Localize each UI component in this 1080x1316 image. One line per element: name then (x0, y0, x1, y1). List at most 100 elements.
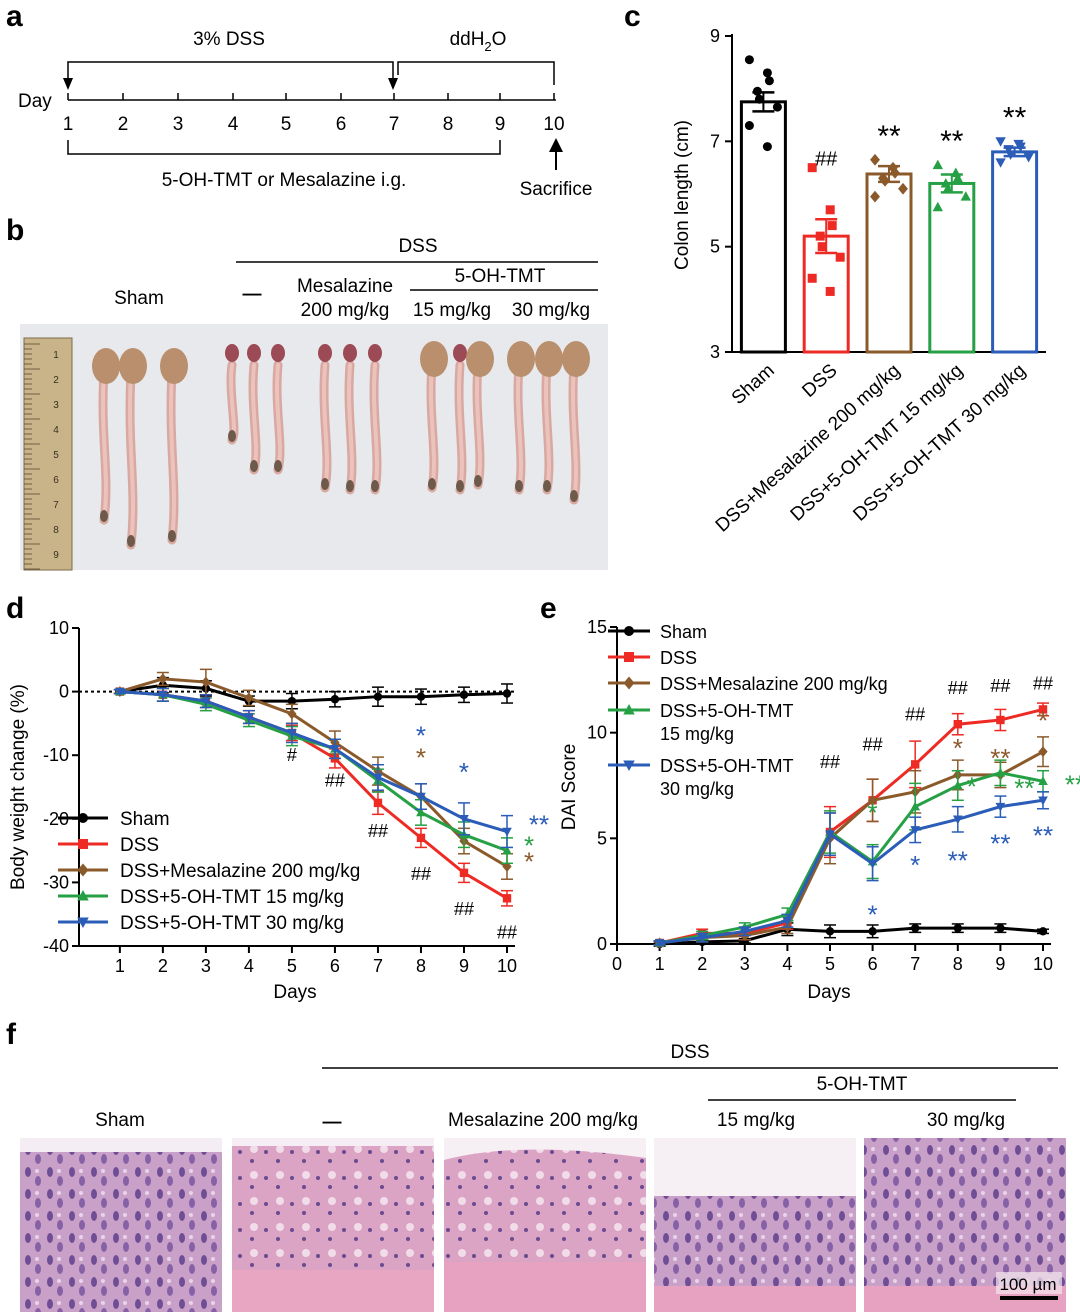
rectum-end (515, 480, 523, 492)
colon-highlight (347, 363, 354, 492)
c-y-tick-label: 5 (710, 237, 720, 257)
c-data-point (932, 201, 943, 212)
e-significance: ## (948, 678, 968, 698)
cecum (562, 341, 590, 377)
e-data-point (697, 933, 708, 943)
day-tick-label: 8 (443, 114, 454, 135)
d-significance: ## (325, 770, 345, 790)
d-x-tick-label: 2 (158, 956, 168, 976)
cecum (160, 348, 188, 384)
c-y-tick-label: 3 (710, 342, 720, 362)
d-data-point (416, 807, 426, 817)
e-data-point (1038, 927, 1048, 936)
e-data-point (867, 794, 878, 806)
colon-specimen (119, 348, 147, 550)
photo-mesalazine-name: Mesalazine (297, 276, 393, 297)
d-data-point (201, 697, 211, 707)
colon-specimen (160, 348, 188, 545)
dss-bracket (67, 61, 394, 85)
scale-bar-backdrop (996, 1272, 1062, 1294)
d-significance: ## (497, 922, 517, 942)
c-data-point (1003, 145, 1014, 155)
c-y-tick-label: 7 (710, 131, 720, 151)
d-y-tick-label: -30 (43, 872, 69, 892)
c-data-point (825, 286, 835, 296)
e-data-point (868, 927, 877, 936)
e-data-point (996, 715, 1005, 725)
ruler-mark: 4 (53, 425, 59, 436)
d-significance: ** (529, 810, 549, 840)
d-y-tick-label: -20 (43, 809, 69, 829)
e-y-tick-label: 0 (597, 934, 607, 954)
cecum (368, 344, 382, 362)
colon-specimens (92, 341, 590, 550)
e-series (653, 791, 1049, 948)
e-significance: ** (1014, 773, 1034, 803)
d-legend-marker (77, 917, 89, 928)
e-legend-label: Sham (660, 622, 707, 642)
e-significance: * (868, 798, 878, 828)
d-significance: * (524, 847, 534, 877)
ruler-mark: 7 (53, 500, 59, 511)
c-data-point (744, 121, 754, 131)
e-data-point (867, 859, 878, 869)
d-data-point (373, 798, 383, 808)
e-data-point (995, 802, 1006, 812)
d-significance: ## (454, 899, 474, 919)
e-data-point (995, 767, 1006, 777)
colon-specimen (318, 344, 332, 493)
e-data-point (1038, 776, 1048, 786)
cecum (119, 348, 147, 384)
histo-mesalazine-label: Mesalazine 200 mg/kg (448, 1110, 638, 1131)
colon-highlight (475, 363, 482, 487)
colon-highlight (128, 370, 135, 547)
c-category-label: DSS (798, 360, 841, 402)
e-data-point (1038, 746, 1048, 758)
c-category-label: Sham (728, 360, 779, 409)
photo-tmt30-dose: 30 mg/kg (512, 300, 590, 321)
colon-highlight (544, 363, 551, 492)
ruler-mark: 6 (53, 475, 59, 486)
e-significance: ** (1065, 769, 1080, 799)
c-data-point (744, 55, 754, 65)
day-tick-label: 5 (281, 114, 292, 135)
histo-tmt-header: 5-OH-TMT (817, 1074, 908, 1095)
e-y-tick-label: 10 (587, 723, 607, 743)
d-data-point (158, 673, 168, 685)
e-significance: * (967, 772, 977, 802)
histo-image-mesalazine (444, 1138, 646, 1312)
ruler-mark: 1 (53, 350, 59, 361)
d-data-point (201, 676, 211, 688)
panel-label-a: a (6, 0, 23, 33)
d-x-tick-label: 7 (373, 956, 383, 976)
e-significance: * (953, 733, 963, 763)
cecum (247, 344, 261, 362)
day-tick-label: 2 (118, 114, 129, 135)
histo-dss-only-label: — (323, 1112, 342, 1133)
day-tick-label: 1 (63, 114, 74, 135)
d-series (113, 686, 513, 865)
day-tick-label: 6 (336, 114, 347, 135)
c-data-point (817, 242, 827, 252)
rectum-end (250, 460, 258, 472)
histo-image-dss (232, 1138, 434, 1312)
e-data-point (739, 927, 750, 937)
e-significance: ## (905, 704, 925, 724)
d-data-point (416, 692, 426, 701)
cecum (453, 344, 467, 362)
e-significance: ## (820, 752, 840, 772)
colon-highlight (372, 363, 379, 492)
e-series-line (659, 750, 1044, 945)
colon-specimen (420, 341, 448, 493)
sacrifice-arrow-icon (549, 138, 563, 152)
d-series-line (119, 683, 508, 703)
rectum-end (570, 490, 578, 502)
d-series-line (119, 677, 508, 868)
e-series-line (659, 798, 1044, 945)
c-data-point (890, 167, 900, 179)
e-significance: * (1038, 706, 1048, 736)
e-significance: * (910, 850, 920, 880)
cecum (343, 344, 357, 362)
e-y-axis-label: DAI Score (559, 744, 580, 831)
d-data-point (244, 713, 254, 723)
